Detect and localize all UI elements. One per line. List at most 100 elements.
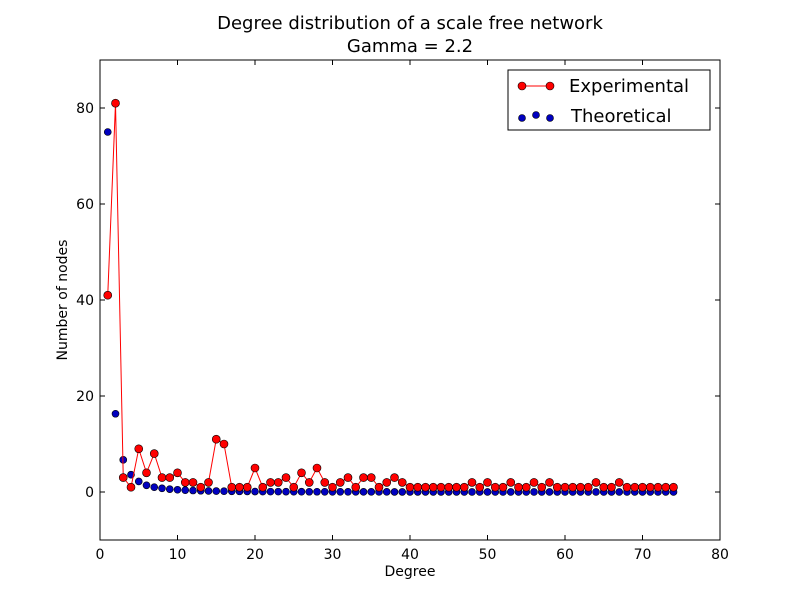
experimental-point (382, 478, 392, 487)
experimental-point (436, 482, 446, 492)
experimental-point (227, 482, 237, 492)
x-tick-label: 40 (401, 547, 419, 563)
y-tick-label: 20 (76, 389, 94, 405)
experimental-point (180, 478, 190, 487)
legend-experimental-marker (517, 81, 527, 91)
theoretical-point (367, 488, 376, 496)
theoretical-point (297, 487, 306, 496)
theoretical-point (545, 488, 554, 496)
theoretical-point (134, 477, 143, 486)
theoretical-point (165, 485, 174, 493)
experimental-point (328, 482, 337, 492)
x-tick-label: 50 (479, 547, 497, 563)
theoretical-point (615, 488, 624, 496)
experimental-point (359, 473, 368, 482)
experimental-point (545, 478, 554, 487)
y-tick-label: 80 (76, 101, 94, 117)
legend-experimental-label: Experimental (569, 76, 689, 97)
theoretical-point (142, 481, 151, 490)
theoretical-point (390, 488, 399, 496)
legend-box (507, 69, 711, 131)
series-layer (103, 98, 678, 496)
experimental-point (397, 478, 407, 487)
experimental-point (273, 478, 283, 487)
theoretical-point (103, 128, 112, 136)
legend-theoretical-marker (546, 114, 554, 122)
plot-area (99, 59, 721, 541)
experimental-point (312, 463, 322, 473)
theoretical-point (111, 409, 120, 418)
experimental-point (258, 482, 268, 492)
experimental-point (421, 482, 430, 492)
experimental-point (514, 482, 523, 492)
legend-theoretical-marker (532, 111, 540, 119)
experimental-point (583, 482, 593, 492)
experimental-point (374, 482, 384, 492)
x-tick-label: 20 (246, 547, 264, 563)
experimental-point (126, 482, 136, 492)
y-tick-label: 0 (85, 485, 94, 501)
experimental-point (537, 482, 547, 492)
y-axis-label: Number of nodes (55, 240, 71, 361)
experimental-point (452, 482, 461, 492)
theoretical-point (305, 487, 314, 496)
experimental-point (266, 478, 275, 487)
experimental-point (607, 482, 616, 492)
experimental-point (428, 482, 438, 492)
experimental-point (653, 482, 663, 492)
experimental-point (614, 478, 624, 487)
experimental-point (560, 482, 570, 492)
experimental-point (142, 468, 151, 478)
experimental-point (196, 482, 206, 492)
theoretical-point (530, 488, 538, 496)
axis-ticks: 0 10 20 30 40 50 60 70 80 0 20 40 60 80 (76, 60, 729, 563)
experimental-point (661, 482, 671, 492)
x-axis-label: Degree (385, 564, 436, 580)
legend-theoretical-marker (518, 114, 526, 122)
experimental-point (390, 473, 399, 482)
x-tick-label: 0 (96, 547, 105, 563)
experimental-point (157, 473, 167, 482)
experimental-point (211, 434, 221, 444)
y-tick-label: 60 (76, 197, 94, 213)
theoretical-point (320, 488, 329, 496)
theoretical-point (336, 488, 345, 496)
experimental-point (490, 482, 500, 492)
theoretical-point (173, 485, 182, 494)
experimental-point (250, 463, 260, 473)
theoretical-point (359, 488, 368, 496)
experimental-point (103, 290, 113, 300)
theoretical-point (398, 488, 407, 496)
experimental-point (281, 473, 291, 482)
theoretical-point (592, 488, 600, 496)
theoretical-point (212, 487, 221, 495)
experimental-point (118, 473, 128, 482)
y-tick-label: 40 (76, 293, 94, 309)
chart-title: Degree distribution of a scale free netw… (217, 13, 603, 34)
experimental-point (366, 473, 376, 482)
experimental-point (235, 482, 244, 492)
experimental-point (405, 482, 415, 492)
experimental-point (351, 482, 361, 492)
experimental-point (568, 482, 578, 492)
legend: Experimental Theoretical (507, 69, 711, 131)
experimental-point (669, 482, 678, 492)
theoretical-point (251, 487, 259, 496)
experimental-point (467, 478, 477, 487)
experimental-point (638, 482, 647, 492)
experimental-point (645, 482, 655, 492)
theoretical-point (506, 488, 515, 496)
theoretical-point (282, 487, 290, 496)
experimental-point (343, 473, 353, 482)
experimental-point (173, 468, 182, 478)
x-tick-label: 30 (324, 547, 342, 563)
theoretical-point (181, 486, 190, 494)
chart-subtitle: Gamma = 2.2 (347, 36, 473, 57)
experimental-point (242, 482, 252, 492)
theoretical-point (313, 487, 321, 496)
experimental-point (483, 478, 492, 487)
experimental-point (165, 473, 175, 482)
experimental-point (304, 478, 314, 487)
experimental-point (506, 478, 516, 487)
experimental-point (475, 482, 485, 492)
